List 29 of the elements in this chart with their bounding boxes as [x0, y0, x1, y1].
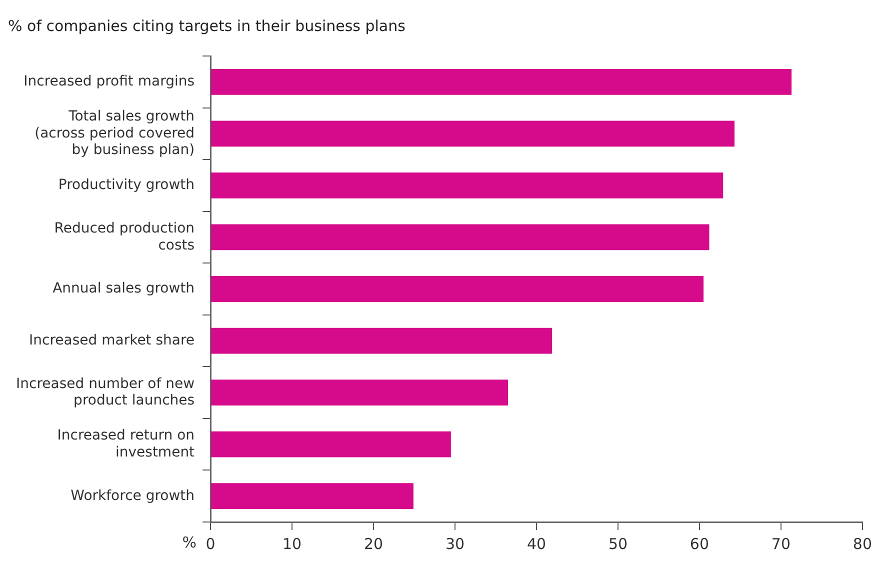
- y-tick-label: Annual sales growth: [52, 280, 195, 297]
- y-tick-label: Reduced production costs: [54, 220, 195, 254]
- bar: [211, 224, 710, 250]
- x-tick-label: 30: [445, 534, 465, 553]
- x-tick-label: 70: [771, 534, 791, 553]
- bar: [211, 483, 414, 510]
- x-tick-label: 50: [608, 534, 628, 553]
- chart-title: % of companies citing targets in their business plans: [8, 16, 406, 35]
- bar: [211, 68, 792, 95]
- y-tick-label: Workforce growth: [70, 488, 195, 504]
- x-tick-label: 60: [690, 534, 710, 553]
- bar: [211, 431, 451, 458]
- x-tick-label: 20: [364, 534, 384, 553]
- x-axis-title: %: [182, 533, 197, 552]
- bar: [211, 120, 735, 147]
- bar: [211, 328, 552, 354]
- x-tick-label: 10: [282, 534, 302, 553]
- x-tick-label: 80: [852, 534, 872, 553]
- bar: [211, 276, 704, 302]
- y-tick-label: Productivity growth: [58, 177, 195, 194]
- x-tick-label: 40: [526, 534, 546, 553]
- y-tick-label: Increased profit margins: [24, 74, 195, 90]
- y-tick-label: Increased market share: [29, 332, 195, 348]
- y-tick-label: Increased number of new product launches: [16, 376, 195, 409]
- y-tick-label: Increased return on investment: [57, 428, 196, 460]
- y-tick-label: Total sales growth (across period covered by business plan): [34, 108, 195, 158]
- bar: [211, 380, 508, 406]
- bar: [211, 172, 724, 198]
- x-tick-label: 0: [206, 534, 216, 553]
